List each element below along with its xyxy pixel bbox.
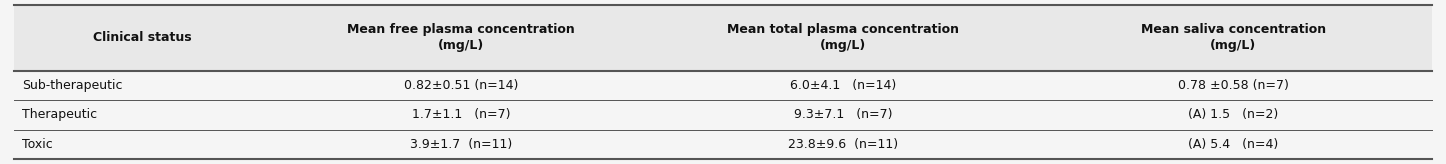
Text: 1.7±1.1   (n=7): 1.7±1.1 (n=7) — [412, 108, 510, 121]
Text: 0.78 ±0.58 (n=7): 0.78 ±0.58 (n=7) — [1177, 79, 1288, 92]
Text: 9.3±7.1   (n=7): 9.3±7.1 (n=7) — [794, 108, 892, 121]
Text: (A) 1.5   (n=2): (A) 1.5 (n=2) — [1189, 108, 1278, 121]
Text: 6.0±4.1   (n=14): 6.0±4.1 (n=14) — [791, 79, 897, 92]
Text: Clinical status: Clinical status — [93, 31, 191, 44]
Text: 23.8±9.6  (n=11): 23.8±9.6 (n=11) — [788, 138, 898, 151]
Text: Mean free plasma concentration
(mg/L): Mean free plasma concentration (mg/L) — [347, 23, 574, 52]
Text: (A) 5.4   (n=4): (A) 5.4 (n=4) — [1189, 138, 1278, 151]
Text: 3.9±1.7  (n=11): 3.9±1.7 (n=11) — [409, 138, 512, 151]
Text: Toxic: Toxic — [22, 138, 52, 151]
FancyBboxPatch shape — [14, 5, 1432, 71]
Text: Therapeutic: Therapeutic — [22, 108, 97, 121]
Text: Mean total plasma concentration
(mg/L): Mean total plasma concentration (mg/L) — [727, 23, 960, 52]
FancyBboxPatch shape — [14, 71, 1432, 100]
Text: 0.82±0.51 (n=14): 0.82±0.51 (n=14) — [403, 79, 518, 92]
Text: Sub-therapeutic: Sub-therapeutic — [22, 79, 123, 92]
FancyBboxPatch shape — [14, 130, 1432, 159]
FancyBboxPatch shape — [14, 100, 1432, 130]
Text: Mean saliva concentration
(mg/L): Mean saliva concentration (mg/L) — [1141, 23, 1326, 52]
